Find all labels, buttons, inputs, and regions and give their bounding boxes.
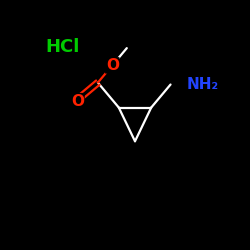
Text: NH₂: NH₂ bbox=[187, 77, 219, 92]
Text: O: O bbox=[106, 58, 119, 73]
Text: HCl: HCl bbox=[45, 38, 80, 56]
Text: O: O bbox=[71, 94, 84, 109]
